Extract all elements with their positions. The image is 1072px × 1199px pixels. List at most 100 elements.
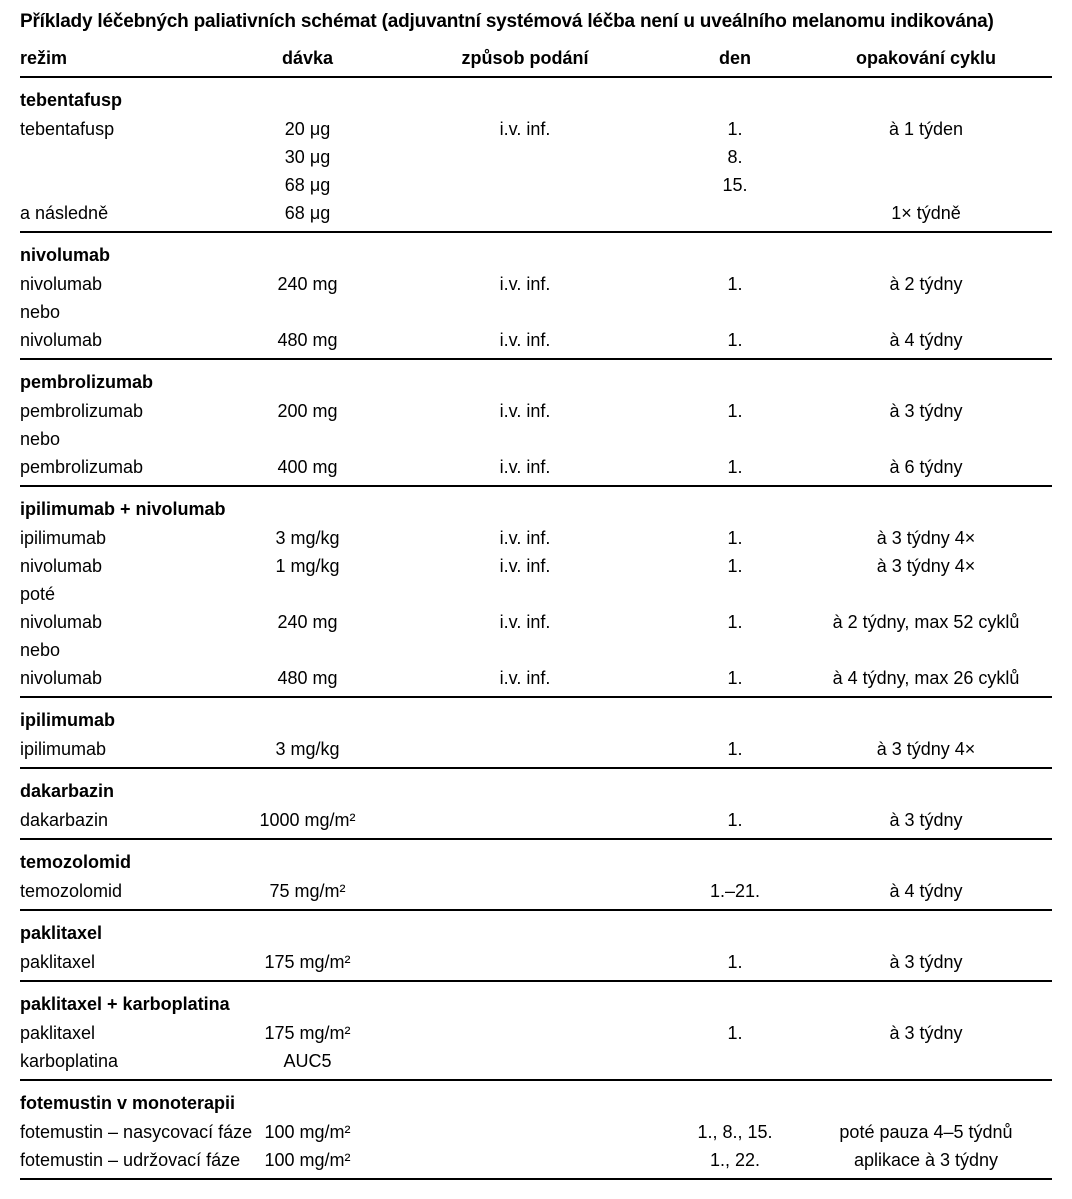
table-row: pembrolizumab 400 mg i.v. inf. 1. à 6 týdny — [20, 453, 1052, 486]
column-header-day: den — [670, 46, 800, 78]
dose-cell: 3 mg/kg — [275, 528, 340, 548]
group-header-row: tebentafusp — [20, 77, 1052, 115]
cycle-repeat-cell: à 3 týdny 4× — [876, 528, 976, 548]
route-cell: i.v. inf. — [499, 668, 551, 688]
day-cell: 1. — [727, 330, 743, 350]
group-header-row: fotemustin v monoterapii — [20, 1080, 1052, 1118]
route-cell: i.v. inf. — [499, 612, 551, 632]
table-row: nivolumab 480 mg i.v. inf. 1. à 4 týdny — [20, 326, 1052, 359]
table-row: nivolumab 480 mg i.v. inf. 1. à 4 týdny, max… — [20, 664, 1052, 697]
regimen-cell: nebo — [20, 429, 61, 449]
dose-cell: 175 mg/m² — [264, 952, 351, 972]
day-cell — [670, 1047, 800, 1080]
regimen-cell: nivolumab — [20, 274, 103, 294]
group-header-row: dakarbazin — [20, 768, 1052, 806]
cycle-repeat-cell: à 3 týdny 4× — [876, 556, 976, 576]
group-title: temozolomid — [20, 852, 131, 872]
regimen-cell: fotemustin – nasycovací fáze — [20, 1122, 253, 1142]
table-row: fotemustin – nasycovací fáze 100 mg/m² 1.,… — [20, 1118, 1052, 1146]
route-cell — [380, 199, 670, 232]
route-cell — [380, 425, 670, 453]
day-cell — [670, 425, 800, 453]
dose-cell — [235, 425, 380, 453]
regimen-cell: nivolumab — [20, 330, 103, 350]
regimen-cell: paklitaxel — [20, 952, 96, 972]
route-cell — [380, 143, 670, 171]
regimen-cell: nivolumab — [20, 668, 103, 688]
day-cell: 1. — [727, 668, 743, 688]
cycle-repeat-cell: à 2 týdny, max 52 cyklů — [832, 612, 1020, 632]
day-cell: 1. — [727, 612, 743, 632]
table-row: nebo — [20, 298, 1052, 326]
cycle-repeat-cell — [800, 425, 1052, 453]
table-row: 30 μg 8. — [20, 143, 1052, 171]
dose-cell — [235, 636, 380, 664]
day-cell: 1.–21. — [709, 881, 761, 901]
cycle-repeat-cell: à 3 týdny — [889, 401, 963, 421]
table-row: paklitaxel 175 mg/m² 1. à 3 týdny — [20, 948, 1052, 981]
table-row: nivolumab 240 mg i.v. inf. 1. à 2 týdny — [20, 270, 1052, 298]
cycle-repeat-cell — [800, 171, 1052, 199]
regimen-cell: ipilimumab — [20, 528, 107, 548]
regimen-cell: nivolumab — [20, 612, 103, 632]
regimen-cell: nebo — [20, 640, 61, 660]
regimen-cell: nebo — [20, 302, 61, 322]
section-ipilimumab: ipilimumab ipilimumab 3 mg/kg 1. à 3 týdny 4… — [20, 697, 1052, 768]
day-cell: 8. — [727, 147, 743, 167]
cycle-repeat-cell — [800, 580, 1052, 608]
section-dakarbazin: dakarbazin dakarbazin 1000 mg/m² 1. à 3 týdn… — [20, 768, 1052, 839]
cycle-repeat-cell: à 3 týdny — [889, 1023, 963, 1043]
cycle-repeat-cell: à 3 týdny — [889, 952, 963, 972]
section-paklitaxel: paklitaxel paklitaxel 175 mg/m² 1. à 3 týdny — [20, 910, 1052, 981]
table-row: paklitaxel 175 mg/m² 1. à 3 týdny — [20, 1019, 1052, 1047]
regimen-cell: karboplatina — [20, 1051, 119, 1071]
day-cell: 1., 22. — [709, 1150, 761, 1170]
table-row: nebo — [20, 636, 1052, 664]
cycle-repeat-cell: à 4 týdny — [889, 330, 963, 350]
route-cell — [380, 1047, 670, 1080]
regimen-cell — [20, 171, 235, 199]
day-cell: 1. — [727, 952, 743, 972]
regimen-cell: poté — [20, 584, 56, 604]
group-title: tebentafusp — [20, 90, 123, 110]
column-header-regimen: režim — [20, 46, 235, 78]
cycle-repeat-cell: à 2 týdny — [889, 274, 963, 294]
route-cell — [380, 636, 670, 664]
group-title: nivolumab — [20, 245, 111, 265]
group-title: paklitaxel + karboplatina — [20, 994, 230, 1014]
table-row: temozolomid 75 mg/m² 1.–21. à 4 týdny — [20, 877, 1052, 910]
group-title: dakarbazin — [20, 781, 115, 801]
group-title: paklitaxel — [20, 923, 103, 943]
section-temozolomid: temozolomid temozolomid 75 mg/m² 1.–21. à 4 … — [20, 839, 1052, 910]
route-cell — [380, 806, 670, 839]
regimen-cell: nivolumab — [20, 556, 103, 576]
table-row: a následně 68 μg 1× týdně — [20, 199, 1052, 232]
route-cell — [380, 1146, 670, 1179]
dose-cell: 1000 mg/m² — [259, 810, 356, 830]
group-header-row: temozolomid — [20, 839, 1052, 877]
regimen-cell: tebentafusp — [20, 119, 115, 139]
dose-cell: 480 mg — [277, 330, 338, 350]
table-row: karboplatina AUC5 — [20, 1047, 1052, 1080]
dose-cell: 68 μg — [284, 175, 331, 195]
table-row: 68 μg 15. — [20, 171, 1052, 199]
table-row: dakarbazin 1000 mg/m² 1. à 3 týdny — [20, 806, 1052, 839]
route-cell: i.v. inf. — [499, 330, 551, 350]
dose-cell: 30 μg — [284, 147, 331, 167]
regimen-cell — [20, 143, 235, 171]
day-cell: 1. — [727, 810, 743, 830]
regimen-cell: pembrolizumab — [20, 457, 144, 477]
day-cell — [670, 199, 800, 232]
day-cell: 1. — [727, 739, 743, 759]
day-cell: 1. — [727, 401, 743, 421]
day-cell — [670, 636, 800, 664]
cycle-repeat-cell: 1× týdně — [891, 203, 961, 223]
route-cell — [380, 948, 670, 981]
group-title: ipilimumab + nivolumab — [20, 499, 226, 519]
section-nivolumab: nivolumab nivolumab 240 mg i.v. inf. 1. à 2 t… — [20, 232, 1052, 359]
route-cell: i.v. inf. — [499, 457, 551, 477]
route-cell: i.v. inf. — [499, 556, 551, 576]
cycle-repeat-cell — [800, 143, 1052, 171]
group-header-row: pembrolizumab — [20, 359, 1052, 397]
cycle-repeat-cell — [800, 1047, 1052, 1080]
